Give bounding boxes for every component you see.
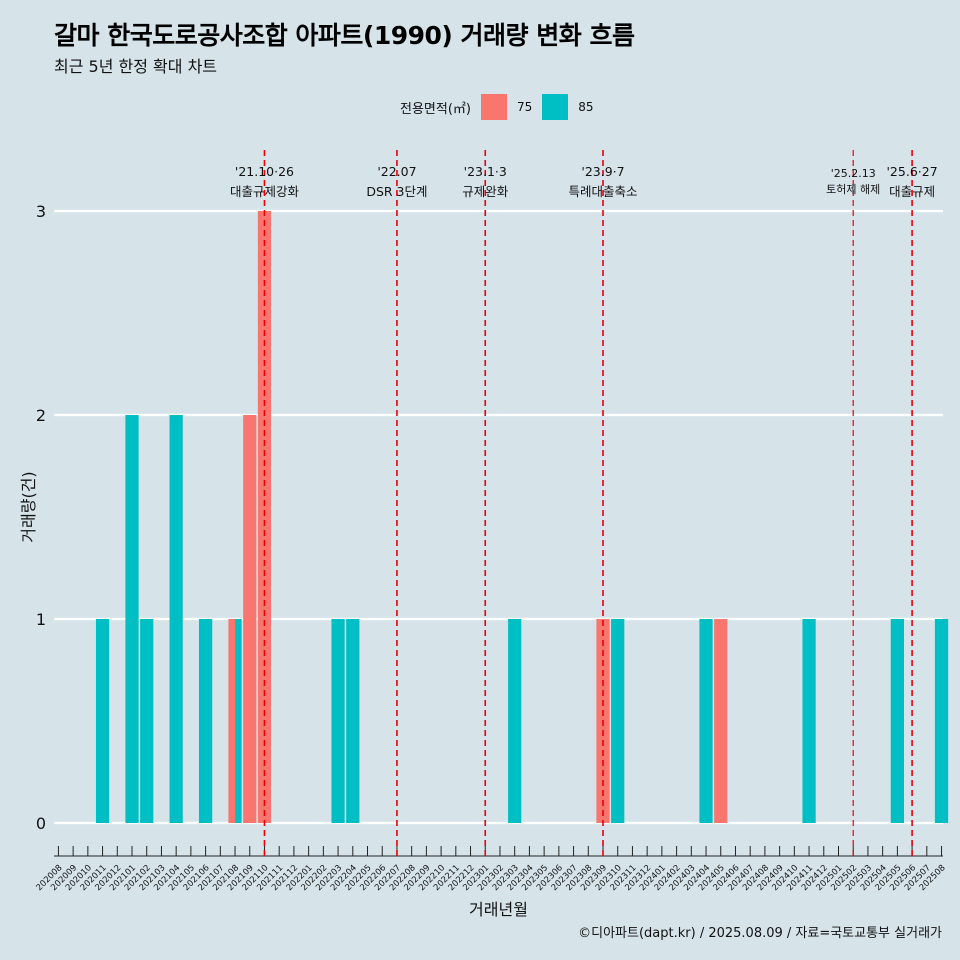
legend-label-75: 75 <box>516 100 533 114</box>
bar-85-202203 <box>331 619 345 823</box>
bar-85-202101 <box>125 415 139 823</box>
legend-item-85: 85 <box>542 94 594 120</box>
y-axis-title: 거래량(건) <box>19 471 38 542</box>
event-date-1: '22.07 <box>377 164 416 179</box>
bar-75-202108 <box>228 619 236 823</box>
event-date-4: '25.2.13 <box>831 167 876 180</box>
bar-75-202109 <box>243 415 257 823</box>
event-date-3: '23.9·7 <box>581 164 624 179</box>
event-label-4: 토허제 해제 <box>826 182 880 196</box>
bar-85-202011 <box>95 619 110 823</box>
bar-85-202508 <box>934 619 949 823</box>
event-label-0: 대출규제강화 <box>230 184 300 199</box>
bar-85-202204 <box>346 619 360 823</box>
event-label-3: 특례대출축소 <box>568 184 637 199</box>
event-label-1: DSR 3단계 <box>366 184 427 199</box>
legend: 전용면적(㎡) 75 85 <box>400 93 604 121</box>
bar-85-202310 <box>611 619 625 823</box>
event-label-2: 규제완화 <box>462 184 509 199</box>
chart-subtitle: 최근 5년 한정 확대 차트 <box>54 57 218 76</box>
bar-75-202110 <box>257 211 272 823</box>
bar-85-202102 <box>140 619 154 823</box>
bar-85-202303 <box>508 619 522 823</box>
legend-swatch-75 <box>480 94 507 120</box>
y-tick-label-2: 2 <box>36 406 46 425</box>
bar-85-202106 <box>198 619 213 823</box>
x-axis-title: 거래년월 <box>469 900 528 919</box>
chart-title: 갈마 한국도로공사조합 아파트(1990) 거래량 변화 흐름 <box>54 21 635 50</box>
bar-85-202108 <box>235 619 242 823</box>
bar-85-202104 <box>169 415 183 823</box>
y-tick-label-3: 3 <box>36 202 46 221</box>
bar-85-202404 <box>699 619 713 823</box>
event-date-0: '21.10·26 <box>235 164 294 179</box>
legend-label-85: 85 <box>578 100 594 114</box>
y-tick-label-1: 1 <box>36 610 46 629</box>
y-tick-label-0: 0 <box>36 814 46 833</box>
event-label-5: 대출규제 <box>889 184 935 199</box>
bar-85-202505 <box>890 619 904 823</box>
bar-75-202405 <box>714 619 728 823</box>
event-date-5: '25.6·27 <box>887 164 938 179</box>
legend-swatch-85 <box>542 94 569 120</box>
caption: ©디아파트(dapt.kr) / 2025.08.09 / 자료=국토교통부 실… <box>578 926 942 941</box>
legend-item-75: 75 <box>480 94 533 120</box>
event-date-2: '23.1·3 <box>464 164 507 179</box>
legend-title: 전용면적(㎡) <box>400 101 471 117</box>
bar-85-202411 <box>802 619 816 823</box>
